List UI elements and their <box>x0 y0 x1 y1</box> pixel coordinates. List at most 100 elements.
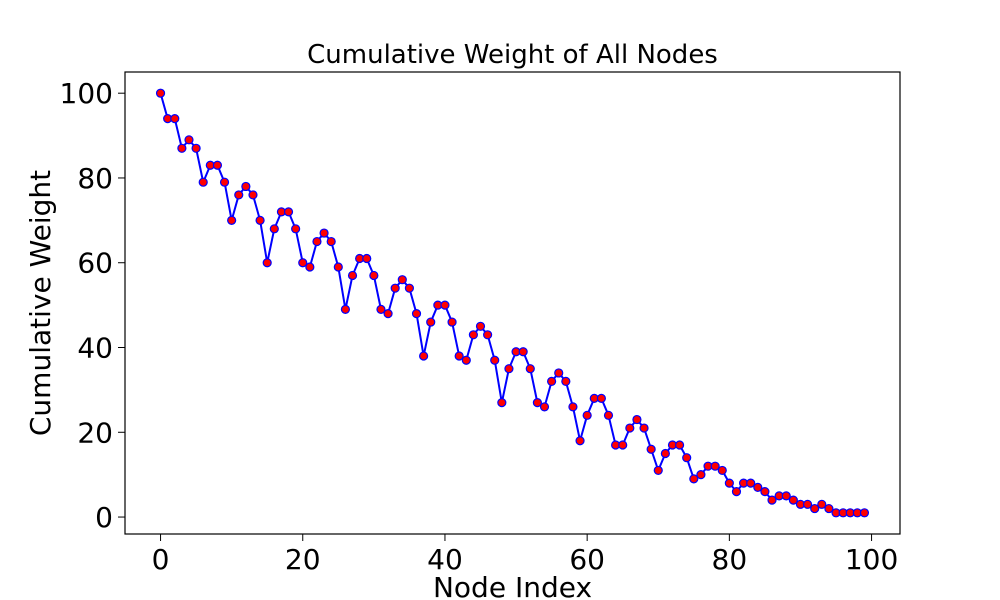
data-point <box>454 351 464 361</box>
data-point <box>618 440 628 450</box>
data-point <box>625 423 635 433</box>
data-point <box>347 270 358 281</box>
data-point <box>632 414 642 425</box>
data-point <box>262 258 272 268</box>
data-point <box>362 253 372 264</box>
data-point <box>568 402 578 412</box>
data-point <box>227 215 237 225</box>
data-point <box>298 258 308 268</box>
data-point <box>554 368 564 378</box>
x-tick-label: 0 <box>152 543 170 576</box>
data-point <box>710 461 720 471</box>
data-point <box>660 448 670 459</box>
data-point <box>817 499 827 509</box>
data-point <box>696 470 706 480</box>
data-point <box>547 376 557 387</box>
data-point <box>731 487 742 497</box>
data-point <box>376 304 386 314</box>
data-point <box>824 503 834 514</box>
data-point <box>582 410 592 420</box>
axes-frame <box>124 71 901 535</box>
data-point <box>170 114 180 124</box>
x-tick-label: 60 <box>569 543 605 576</box>
x-axis-label: Node Index <box>433 571 592 600</box>
data-point <box>518 347 528 357</box>
data-point <box>603 410 614 420</box>
data-point <box>539 402 550 412</box>
data-point <box>653 465 663 476</box>
data-point <box>682 453 692 463</box>
data-point <box>490 355 500 365</box>
x-tick-label: 40 <box>427 543 463 576</box>
data-point <box>191 143 201 153</box>
data-point <box>184 135 194 145</box>
data-point <box>674 440 685 450</box>
data-point <box>475 321 486 331</box>
data-point <box>596 393 606 403</box>
data-point <box>639 423 649 433</box>
data-point <box>198 177 208 187</box>
y-tick-label: 80 <box>77 162 113 195</box>
data-point <box>426 317 436 327</box>
y-tick-label: 60 <box>77 247 113 280</box>
data-point <box>404 283 414 293</box>
data-point <box>241 181 251 192</box>
y-tick-label: 100 <box>60 77 113 110</box>
data-point <box>781 491 791 501</box>
data-point <box>212 160 223 170</box>
data-point <box>859 508 870 518</box>
y-axis-label: Cumulative Weight <box>24 170 57 436</box>
data-point <box>319 228 329 238</box>
plot-area <box>155 88 870 518</box>
y-tick-label: 20 <box>77 416 113 449</box>
data-point <box>483 330 493 340</box>
data-point <box>532 398 542 408</box>
data-point <box>312 236 322 247</box>
data-point <box>326 236 336 247</box>
x-tick-label: 100 <box>845 543 898 576</box>
data-point <box>504 364 514 374</box>
data-point <box>411 309 422 319</box>
x-axis: 0 20 40 60 80 100 <box>152 534 898 576</box>
data-point <box>468 330 478 340</box>
x-tick-label: 80 <box>712 543 748 576</box>
data-point <box>155 88 166 98</box>
data-point <box>369 270 379 281</box>
data-point <box>724 478 734 488</box>
data-point <box>283 207 294 217</box>
data-point <box>440 300 450 310</box>
data-point <box>746 478 756 488</box>
data-point <box>397 275 407 285</box>
data-point <box>461 355 471 365</box>
data-point <box>340 304 351 314</box>
data-point <box>419 351 429 361</box>
data-point <box>788 495 798 505</box>
data-point <box>219 177 230 187</box>
data-point <box>497 398 507 408</box>
data-point <box>810 503 820 514</box>
y-tick-label: 0 <box>95 501 113 534</box>
data-point <box>305 262 315 272</box>
data-point <box>802 499 813 509</box>
data-point <box>561 376 571 387</box>
data-point <box>575 436 585 446</box>
data-point <box>646 444 656 454</box>
data-point <box>234 190 244 200</box>
data-point <box>525 364 535 374</box>
data-point <box>390 283 400 293</box>
data-point <box>767 495 777 505</box>
data-point <box>269 224 279 234</box>
y-axis: 0 20 40 60 80 100 <box>60 77 125 534</box>
data-point <box>753 482 763 492</box>
data-point <box>717 465 727 476</box>
data-point <box>760 487 770 497</box>
data-point <box>383 309 393 319</box>
chart-title: Cumulative Weight of All Nodes <box>307 40 718 70</box>
data-point <box>447 317 457 327</box>
data-point <box>177 143 187 153</box>
data-point <box>248 190 258 200</box>
y-tick-label: 40 <box>77 332 113 365</box>
x-tick-label: 20 <box>285 543 321 576</box>
